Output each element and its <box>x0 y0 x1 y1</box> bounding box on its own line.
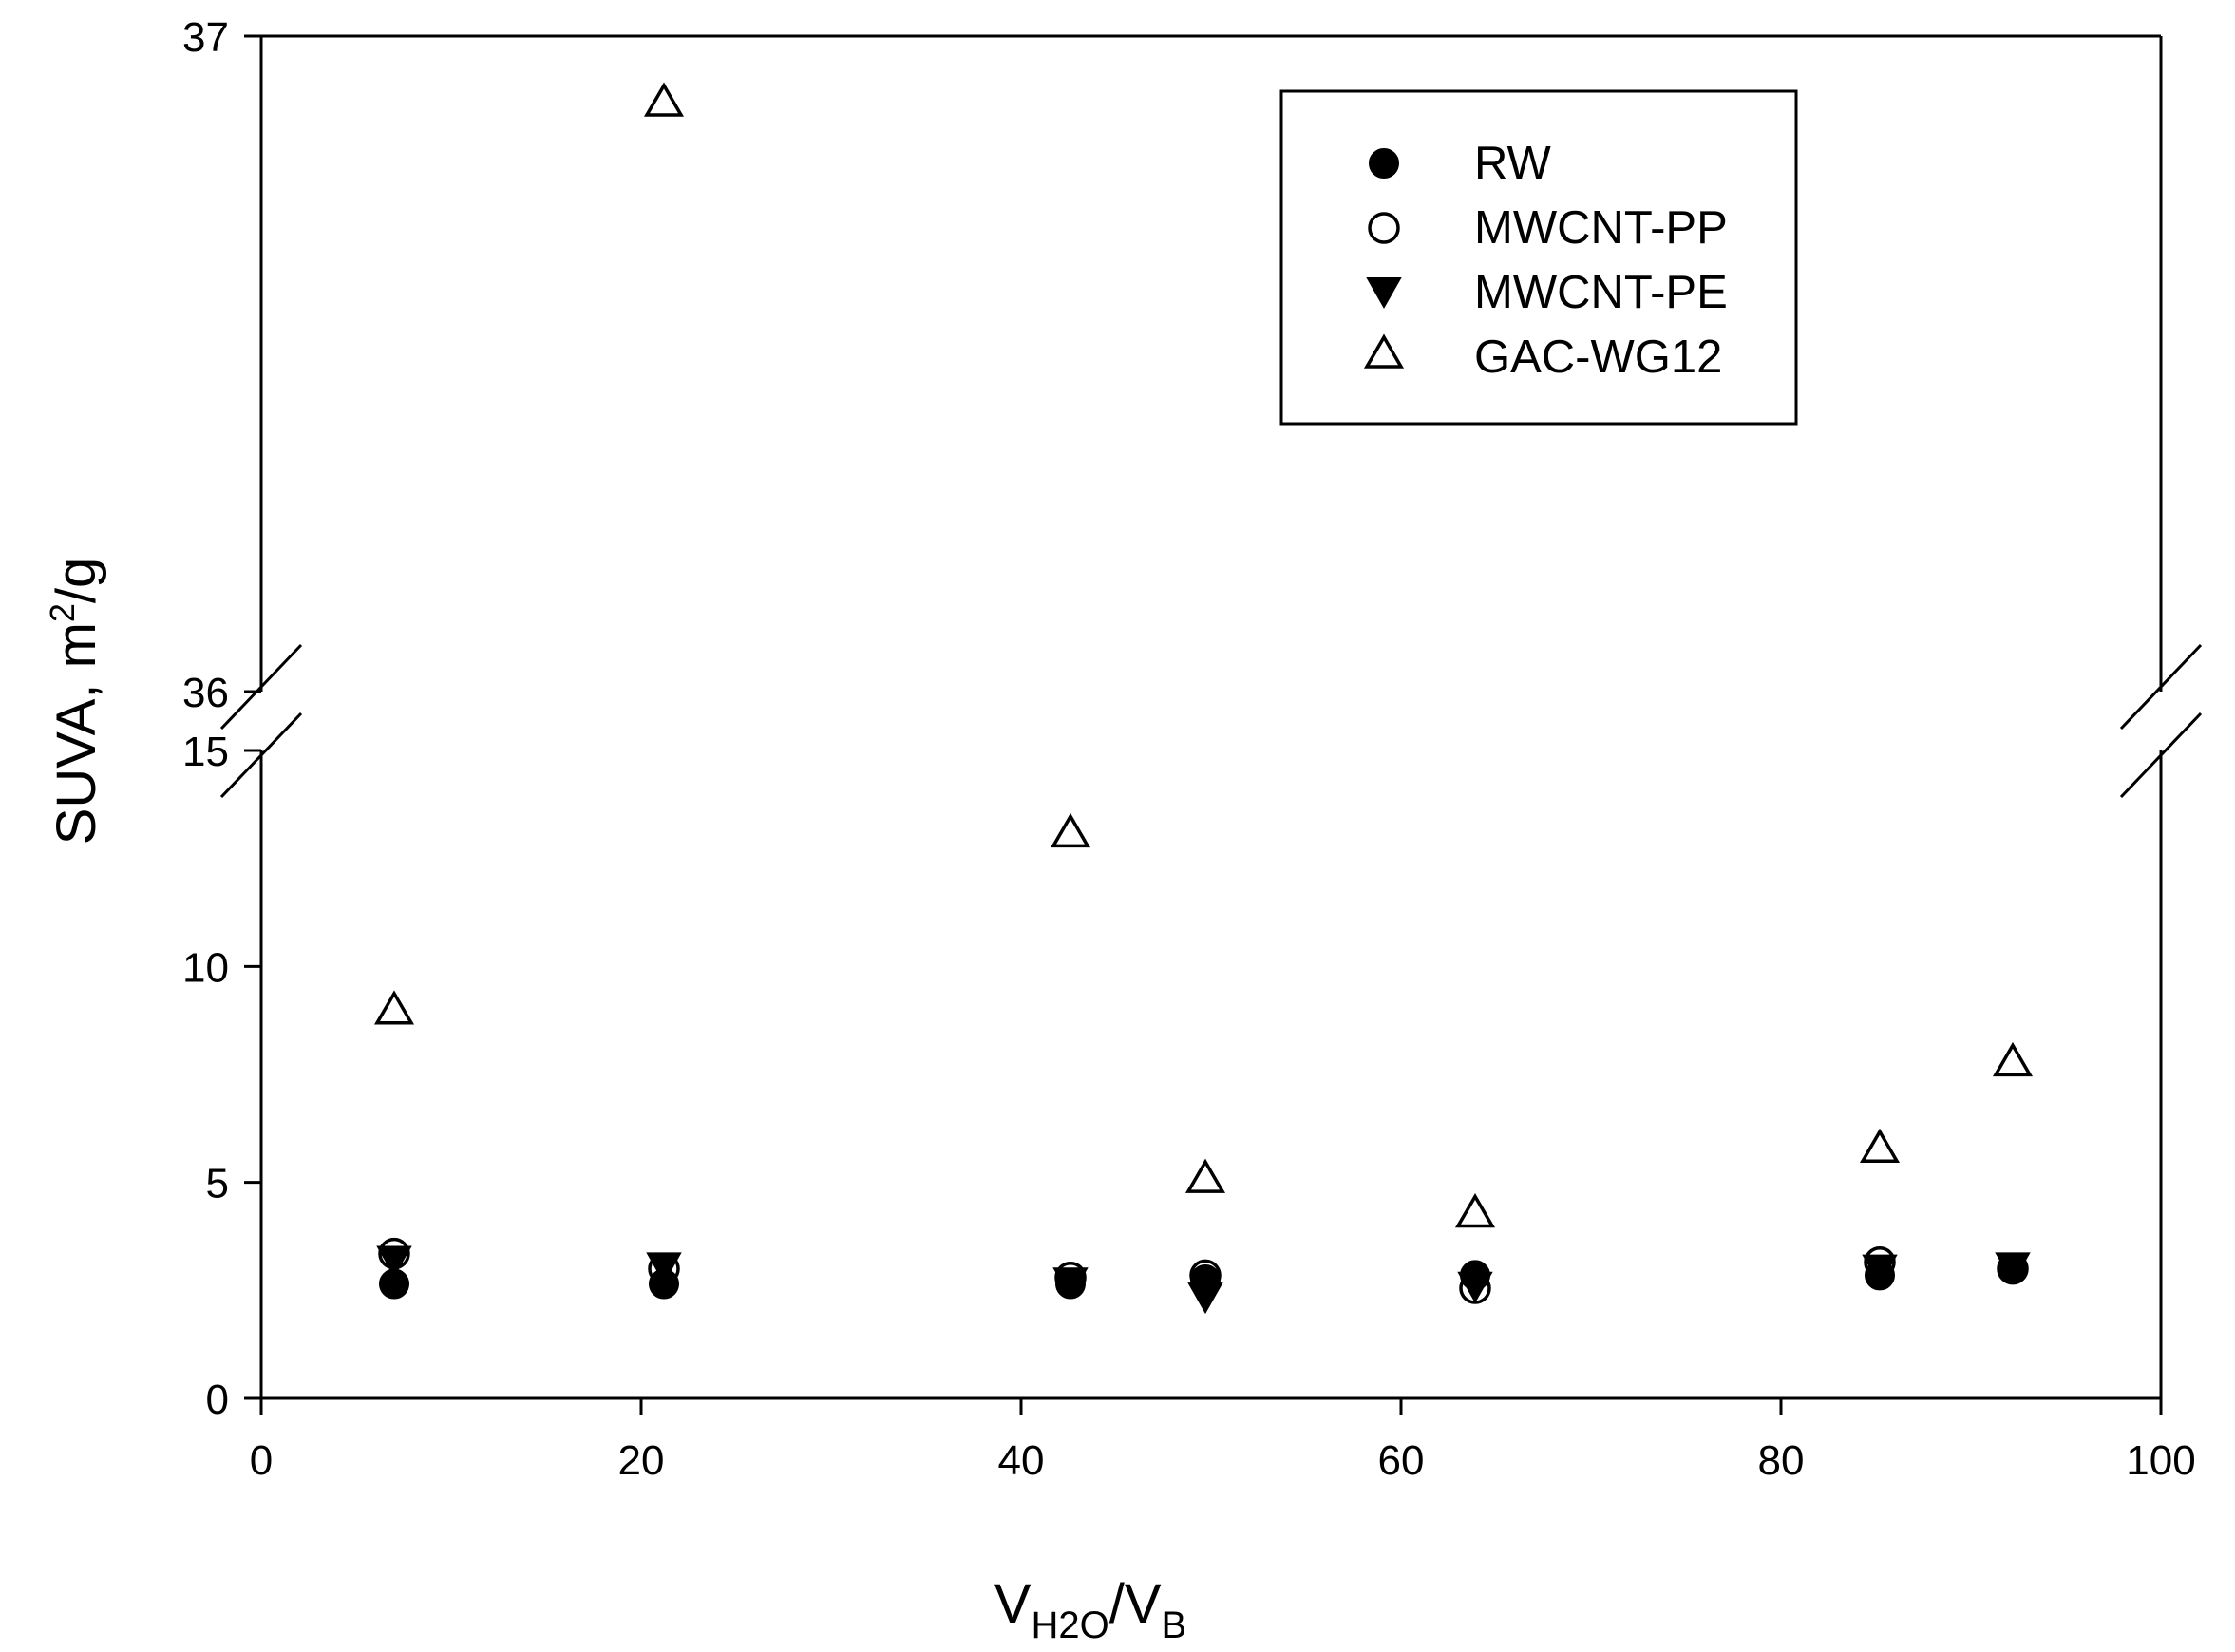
y-axis-title-main: SUVA, m <box>46 622 107 845</box>
data-points-layer <box>373 82 2034 1315</box>
legend-label-mwcnt-pe: MWCNT-PE <box>1474 267 1728 318</box>
data-point-mwcnt-pe-5 <box>1457 1271 1493 1303</box>
data-point-gac-wg12-4 <box>1184 1158 1226 1193</box>
x-axis-title-subscript-1: H2O <box>1031 1605 1108 1646</box>
legend-marker-mwcnt-pe <box>1366 277 1402 310</box>
legend-label-gac-wg12: GAC-WG12 <box>1474 332 1722 383</box>
x-axis-title-main: V <box>994 1573 1032 1635</box>
y-tick-label-36: 36 <box>182 670 229 716</box>
y-tick-label-10: 10 <box>182 944 229 991</box>
x-axis-title-slash: /V <box>1109 1573 1162 1635</box>
data-point-gac-wg12-5 <box>1454 1193 1496 1228</box>
y-tick-label-5: 5 <box>206 1161 229 1207</box>
data-point-gac-wg12-1 <box>373 990 415 1025</box>
legend-marker-gac-wg12 <box>1363 333 1405 369</box>
x-axis-title-subscript-2: B <box>1162 1605 1187 1646</box>
y-tick-label-37: 37 <box>182 14 229 61</box>
legend-marker-mwcnt-pp <box>1368 212 1400 244</box>
y-axis-title-tail: /g <box>46 558 107 603</box>
y-axis-title-superscript: 2 <box>43 603 82 622</box>
y-axis-title: SUVA, m2/g <box>43 558 107 845</box>
axis-break-mark-left-upper <box>219 643 303 731</box>
data-point-mwcnt-pe-3 <box>1052 1267 1089 1300</box>
legend-label-mwcnt-pp: MWCNT-PP <box>1474 202 1728 254</box>
data-point-mwcnt-pe-1 <box>376 1245 412 1278</box>
x-tick-label-80: 80 <box>1758 1437 1805 1484</box>
x-tick-label-20: 20 <box>618 1437 665 1484</box>
x-axis-title: VH2O/VB <box>994 1573 1186 1646</box>
data-point-mwcnt-pe-4 <box>1187 1282 1223 1315</box>
axes-layer <box>219 34 2203 1400</box>
data-point-gac-wg12-3 <box>1050 812 1091 848</box>
x-tick-label-40: 40 <box>998 1437 1045 1484</box>
ticks-layer: 0 5 10 15 36 37 0 20 40 60 80 100 <box>182 14 2196 1484</box>
axis-break-mark-right-lower <box>2119 712 2203 799</box>
y-axis-title-group: SUVA, m2/g <box>43 558 107 845</box>
data-point-mwcnt-pe-2 <box>646 1252 682 1284</box>
data-point-gac-wg12-2 <box>643 82 685 117</box>
legend-markers <box>1363 148 1405 369</box>
x-tick-label-100: 100 <box>2126 1437 2195 1484</box>
y-tick-label-15: 15 <box>182 729 229 775</box>
y-tick-label-0: 0 <box>206 1377 229 1423</box>
legend: RW MWCNT-PP MWCNT-PE GAC-WG12 <box>1279 89 1798 426</box>
axis-break-mark-right-upper <box>2119 643 2203 731</box>
axis-break-mark-left-lower <box>219 712 303 799</box>
data-point-mwcnt-pe-6 <box>1862 1254 1898 1286</box>
legend-marker-rw <box>1369 148 1399 179</box>
data-point-mwcnt-pe-7 <box>1995 1252 2031 1284</box>
data-point-gac-wg12-7 <box>1992 1041 2034 1077</box>
legend-label-rw: RW <box>1474 138 1552 189</box>
data-point-gac-wg12-6 <box>1859 1128 1901 1164</box>
x-tick-label-0: 0 <box>250 1437 273 1484</box>
x-tick-label-60: 60 <box>1378 1437 1425 1484</box>
